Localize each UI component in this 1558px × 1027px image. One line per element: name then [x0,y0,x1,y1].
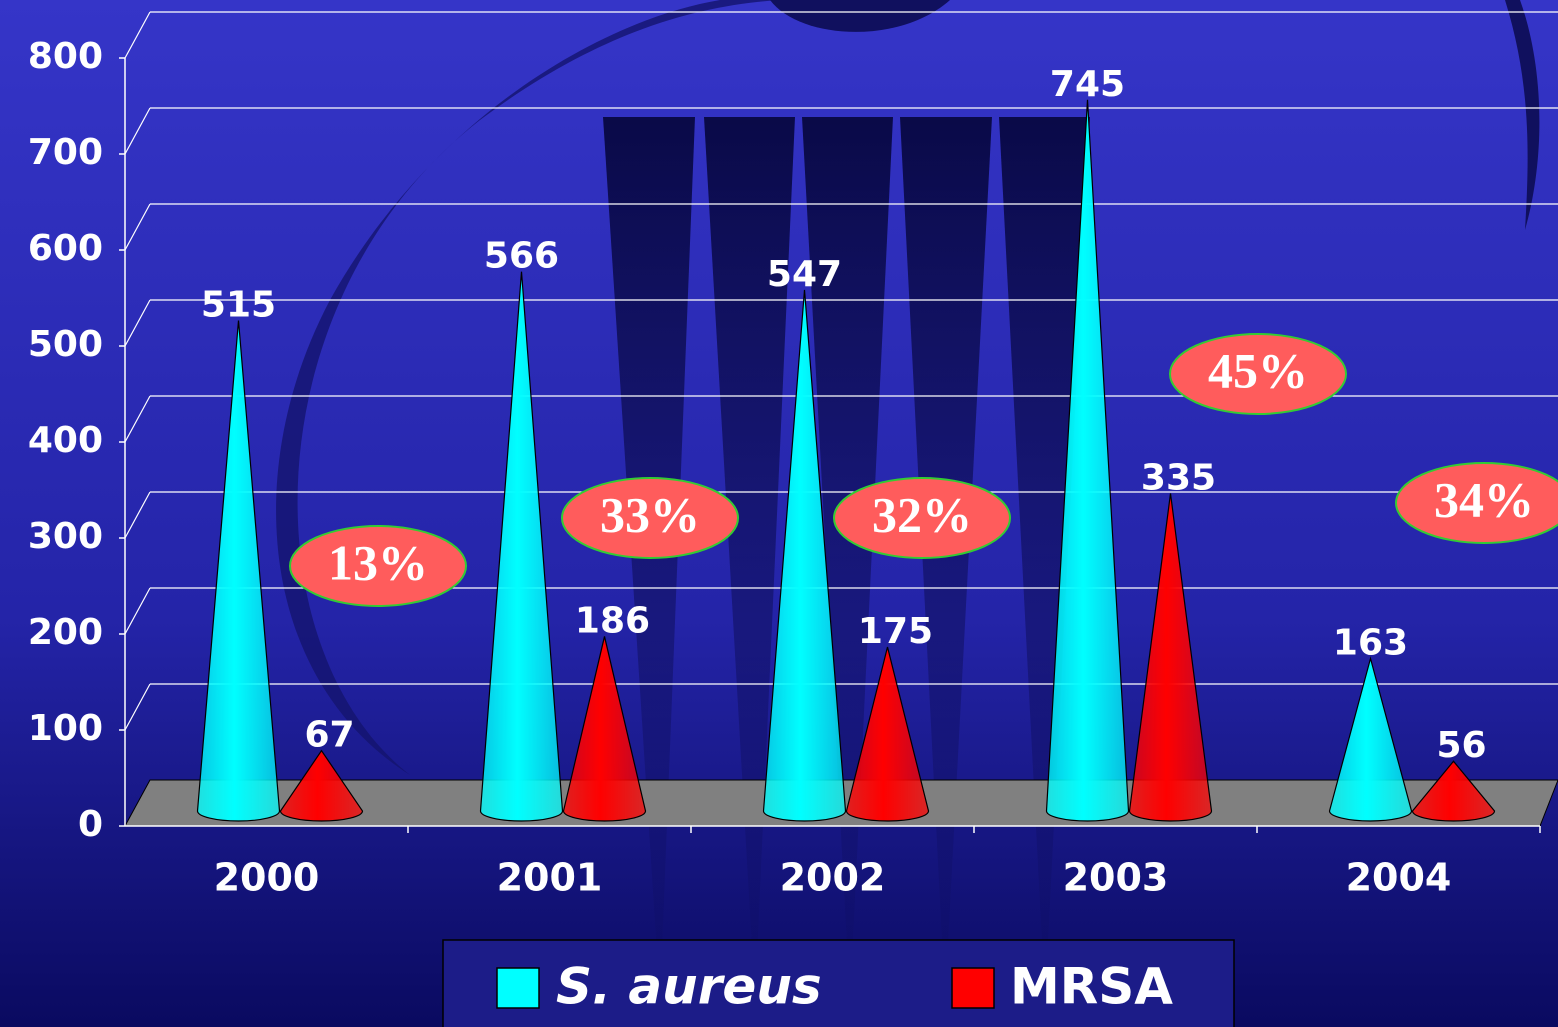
grid-line [124,203,151,251]
value-label: 745 [1050,64,1125,105]
cone [479,271,564,822]
beam [704,117,795,1000]
value-label: 186 [575,600,650,641]
y-tick-label: 300 [28,516,103,557]
annotation: 32% [872,486,972,542]
beam [999,117,1090,1000]
y-tick-label: 100 [28,708,103,749]
x-tick-label: 2000 [214,856,320,900]
x-tick-label: 2004 [1346,856,1452,900]
value-label: 547 [767,254,842,295]
x-tick-label: 2002 [780,856,886,900]
value-label: 163 [1333,623,1408,664]
grid-line [124,299,151,347]
value-label: 67 [304,715,354,756]
legend-label: S. aureus [556,958,822,1016]
cone [845,646,930,822]
cone [562,636,647,822]
cone [1128,493,1213,822]
legend-label: MRSA [1010,958,1173,1016]
legend-swatch [951,967,995,1009]
grid-line [124,587,151,635]
cone [1328,656,1413,822]
annotation: 34% [1434,471,1534,527]
annotation-bubble [1395,462,1558,544]
x-tick-label: 2003 [1063,856,1169,900]
decor-ellipse [770,0,950,32]
cone [1045,99,1130,822]
y-tick-label: 600 [28,228,103,269]
beam [802,117,893,1000]
x-tick-label: 2001 [497,856,603,900]
y-tick-label: 700 [28,132,103,173]
value-label: 335 [1141,457,1216,498]
legend: S. aureus MRSA [442,939,1235,1027]
cone [196,320,281,822]
legend-swatch [496,967,540,1009]
value-label: 56 [1436,725,1486,766]
annotation-bubble [289,525,467,607]
annotation-bubble [561,477,739,559]
cone [762,289,847,822]
y-tick-label: 0 [78,804,103,845]
value-label: 515 [201,285,276,326]
value-label: 175 [858,611,933,652]
annotation: 33% [600,486,700,542]
grid-line [124,491,151,539]
y-tick-label: 800 [28,36,103,77]
grid-line [124,683,151,731]
cone [279,749,364,822]
grid-line [124,107,151,155]
y-tick-label: 400 [28,420,103,461]
cone [1411,760,1496,822]
grid-line [124,395,151,443]
beam [900,117,992,1000]
value-label: 566 [484,236,559,277]
decor-arc [1505,0,1540,230]
annotation-bubble [833,477,1011,559]
grid-line [124,11,151,59]
y-tick-label: 200 [28,612,103,653]
legend-box [442,939,1235,1027]
y-tick-label: 500 [28,324,103,365]
annotation: 13% [328,534,428,590]
annotation: 45% [1208,342,1308,398]
annotation-bubble [1169,333,1347,415]
